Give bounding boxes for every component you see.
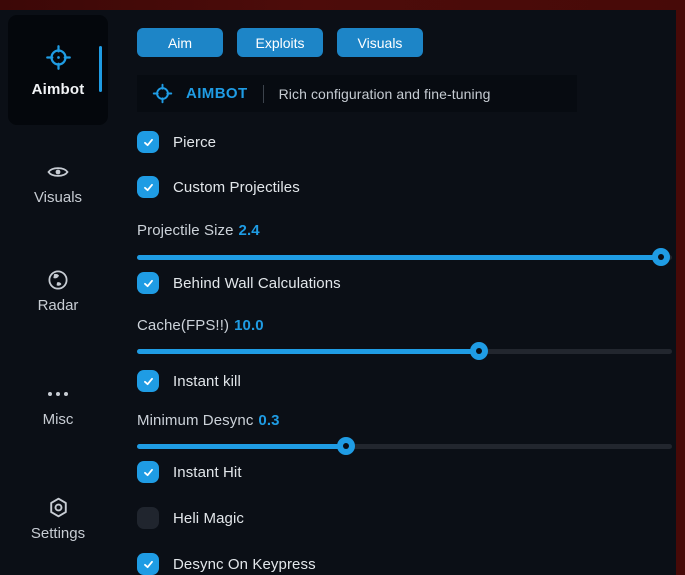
crosshair-icon [8, 44, 108, 71]
tab-bar: Aim Exploits Visuals [137, 28, 423, 57]
slider-label-minimum-desync: Minimum Desync 0.3 [137, 412, 280, 429]
slider-fill [137, 255, 662, 260]
sidebar-item-misc[interactable]: Misc [0, 382, 116, 428]
eye-icon [0, 160, 116, 183]
divider [262, 84, 264, 103]
checkbox-label: Instant kill [173, 372, 241, 390]
checkbox-label: Desync On Keypress [173, 555, 316, 573]
checkbox[interactable] [137, 461, 159, 483]
slider-value: 2.4 [238, 222, 260, 239]
check-icon [143, 377, 153, 385]
sidebar: Aimbot Visuals Radar [0, 10, 125, 575]
checkbox-label: Instant Hit [173, 463, 242, 481]
checkbox-row-desync-keypress[interactable]: Desync On Keypress [137, 553, 316, 575]
slider-cache[interactable] [137, 342, 672, 360]
sidebar-item-settings[interactable]: Settings [0, 496, 116, 542]
check-icon [143, 468, 153, 476]
slider-track[interactable] [137, 444, 672, 449]
checkbox[interactable] [137, 553, 159, 575]
crosshair-icon [152, 83, 173, 104]
checkbox-label: Heli Magic [173, 509, 245, 527]
section-header: AIMBOT Rich configuration and fine-tunin… [137, 75, 577, 112]
checkbox[interactable] [137, 176, 159, 198]
check-icon [143, 138, 153, 146]
sidebar-item-aimbot[interactable]: Aimbot [8, 15, 108, 125]
checkbox-row-heli-magic[interactable]: Heli Magic [137, 507, 244, 529]
slider-projectile-size[interactable] [137, 248, 672, 266]
radar-icon [0, 268, 116, 291]
checkbox-label: Custom Projectiles [173, 178, 300, 196]
sidebar-item-label: Radar [37, 297, 79, 314]
sidebar-item-visuals[interactable]: Visuals [0, 160, 116, 206]
slider-value: 0.3 [258, 412, 280, 429]
check-icon [143, 183, 153, 191]
sidebar-item-label: Aimbot [31, 81, 85, 98]
slider-minimum-desync[interactable] [137, 437, 672, 455]
checkbox-row-behind-wall[interactable]: Behind Wall Calculations [137, 272, 341, 294]
checkbox-row-pierce[interactable]: Pierce [137, 131, 216, 153]
sidebar-item-radar[interactable]: Radar [0, 268, 116, 314]
tab-aim[interactable]: Aim [137, 28, 223, 57]
sidebar-item-label: Visuals [33, 189, 83, 206]
checkbox-row-instant-hit[interactable]: Instant Hit [137, 461, 242, 483]
checkbox-label: Behind Wall Calculations [173, 274, 341, 292]
checkbox-row-custom-projectiles[interactable]: Custom Projectiles [137, 176, 300, 198]
section-title: AIMBOT [186, 85, 248, 102]
section-subtitle: Rich configuration and fine-tuning [278, 85, 491, 102]
slider-fill [137, 349, 480, 354]
checkbox[interactable] [137, 507, 159, 529]
slider-label-projectile-size: Projectile Size 2.4 [137, 222, 260, 239]
tab-visuals[interactable]: Visuals [337, 28, 423, 57]
checkbox[interactable] [137, 272, 159, 294]
checkbox[interactable] [137, 131, 159, 153]
checkbox[interactable] [137, 370, 159, 392]
checkbox-label: Pierce [173, 133, 217, 151]
main-panel: Aim Exploits Visuals AIMBOT Rich configu… [137, 10, 672, 575]
slider-handle[interactable] [336, 437, 355, 455]
active-tab-indicator [99, 46, 102, 92]
sidebar-item-label: Misc [42, 411, 74, 428]
slider-label-cache: Cache(FPS!!) 10.0 [137, 317, 264, 334]
sidebar-item-label: Settings [30, 525, 86, 542]
checkbox-row-instant-kill[interactable]: Instant kill [137, 370, 241, 392]
cheat-menu-panel: Aimbot Visuals Radar [0, 10, 676, 575]
check-icon [143, 560, 153, 568]
gear-icon [0, 496, 116, 519]
tab-exploits[interactable]: Exploits [237, 28, 323, 57]
slider-handle[interactable] [652, 248, 671, 266]
slider-fill [137, 444, 346, 449]
slider-value: 10.0 [234, 317, 264, 334]
check-icon [143, 279, 153, 287]
ellipsis-icon [0, 382, 116, 405]
slider-handle[interactable] [470, 342, 489, 360]
